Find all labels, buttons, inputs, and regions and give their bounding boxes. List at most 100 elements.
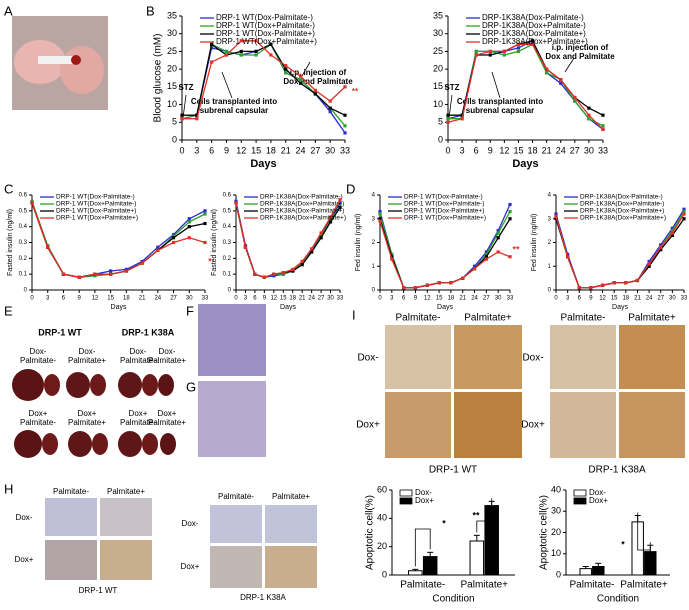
y-axis-label: Fasted insulin (ng/ml) <box>211 209 218 276</box>
point <box>600 283 605 287</box>
point <box>187 217 191 221</box>
x-tick-label: 30 <box>325 145 335 155</box>
point <box>601 127 605 131</box>
y-tick-label: 20 <box>433 64 443 74</box>
point <box>77 275 81 279</box>
point <box>516 46 521 50</box>
panel-label: C <box>4 181 13 196</box>
point <box>670 233 674 237</box>
point <box>328 220 333 224</box>
legend-label: DRP-1K38A(Dox-Palmitate-) <box>482 13 584 22</box>
point <box>203 212 207 216</box>
x-tick-label: 9 <box>224 145 229 155</box>
point <box>328 215 333 219</box>
x-tick-label: 33 <box>598 145 608 155</box>
legend-label: Dox+ <box>415 496 434 505</box>
point <box>587 113 591 117</box>
point <box>180 117 184 121</box>
y-tick-label: 15 <box>167 81 177 91</box>
point <box>224 49 229 54</box>
x-tick-label: 21 <box>299 296 306 302</box>
photo-histology <box>198 381 266 457</box>
x-tick-label: 3 <box>566 296 570 302</box>
point <box>566 255 570 259</box>
y-tick-label: 30 <box>551 506 561 516</box>
point <box>195 113 199 117</box>
legend-label: DRP-1 WT(Dox-Palmitate-) <box>56 194 135 201</box>
point <box>449 281 453 285</box>
point <box>647 264 651 268</box>
figure-text: Palmitate- <box>560 313 605 324</box>
photo-detail <box>60 46 104 94</box>
y-tick-label: 2 <box>548 240 552 246</box>
point <box>484 250 488 254</box>
point <box>291 267 295 272</box>
y-tick-label: 0.5 <box>223 208 232 214</box>
x-tick-label: 15 <box>513 145 523 155</box>
photo-detail <box>71 55 81 65</box>
point <box>210 46 214 50</box>
y-axis-label: Blood glucose (mM) <box>153 34 164 123</box>
x-tick-label: Palmitate- <box>569 580 614 591</box>
point <box>496 231 500 235</box>
annotation: * <box>621 539 625 549</box>
panel-label: H <box>4 481 13 496</box>
point <box>239 53 243 57</box>
photo-organs <box>8 340 184 462</box>
y-tick-label: 4 <box>372 193 376 199</box>
x-tick-label: Palmitate+ <box>620 580 668 591</box>
x-tick-label: 6 <box>253 296 257 302</box>
point <box>171 240 176 245</box>
point <box>338 198 342 202</box>
y-tick-label: 0.2 <box>19 256 28 262</box>
point <box>484 252 488 256</box>
panel-label: D <box>346 181 355 196</box>
x-tick-label: 18 <box>266 145 276 155</box>
point <box>328 106 332 110</box>
y-tick-label: 0.4 <box>223 224 232 230</box>
point <box>61 272 66 276</box>
y-tick-label: 3 <box>372 216 376 222</box>
annotation: Dox and Palmitate <box>545 52 615 61</box>
y-tick-label: 30 <box>167 28 177 38</box>
point <box>310 250 314 254</box>
x-tick-label: 33 <box>202 296 209 302</box>
point <box>338 201 342 205</box>
x-tick-label: 0 <box>179 145 184 155</box>
x-tick-label: 3 <box>460 145 465 155</box>
panel-label: E <box>4 303 13 318</box>
figure-text: Palmitate- <box>20 356 56 365</box>
y-tick-label: 0 <box>228 288 232 294</box>
point <box>670 226 674 230</box>
point <box>338 206 342 210</box>
y-tick-label: 40 <box>551 484 561 494</box>
y-tick-label: 35 <box>167 10 177 20</box>
point <box>378 212 382 216</box>
legend-label: DRP-1 WT(Dox+Palmitate+) <box>56 215 138 222</box>
point <box>635 278 640 283</box>
x-tick-label: 30 <box>327 296 334 302</box>
point <box>682 210 686 214</box>
point <box>413 286 418 290</box>
point <box>203 221 207 226</box>
panel-label: F <box>186 303 194 318</box>
point <box>254 49 258 54</box>
x-tick-label: 6 <box>209 145 214 155</box>
x-tick-label: 12 <box>499 145 509 155</box>
photo-histology-grid <box>385 325 685 458</box>
y-tick-label: 0.3 <box>19 240 28 246</box>
x-tick-label: 27 <box>170 296 177 302</box>
x-tick-label: 0 <box>378 296 382 302</box>
point <box>328 110 332 114</box>
y-tick-label: 0 <box>172 134 177 144</box>
panel-label: B <box>146 3 155 18</box>
point <box>601 113 605 117</box>
point <box>300 259 304 264</box>
point <box>390 257 394 261</box>
legend-label: DRP-1K38A(Dox+Palmitate-) <box>260 201 344 208</box>
point <box>682 212 686 216</box>
point <box>437 281 441 285</box>
figure-text: Palmitate- <box>20 418 56 427</box>
annotation: * <box>208 256 212 266</box>
legend-label: Dox- <box>415 488 432 497</box>
